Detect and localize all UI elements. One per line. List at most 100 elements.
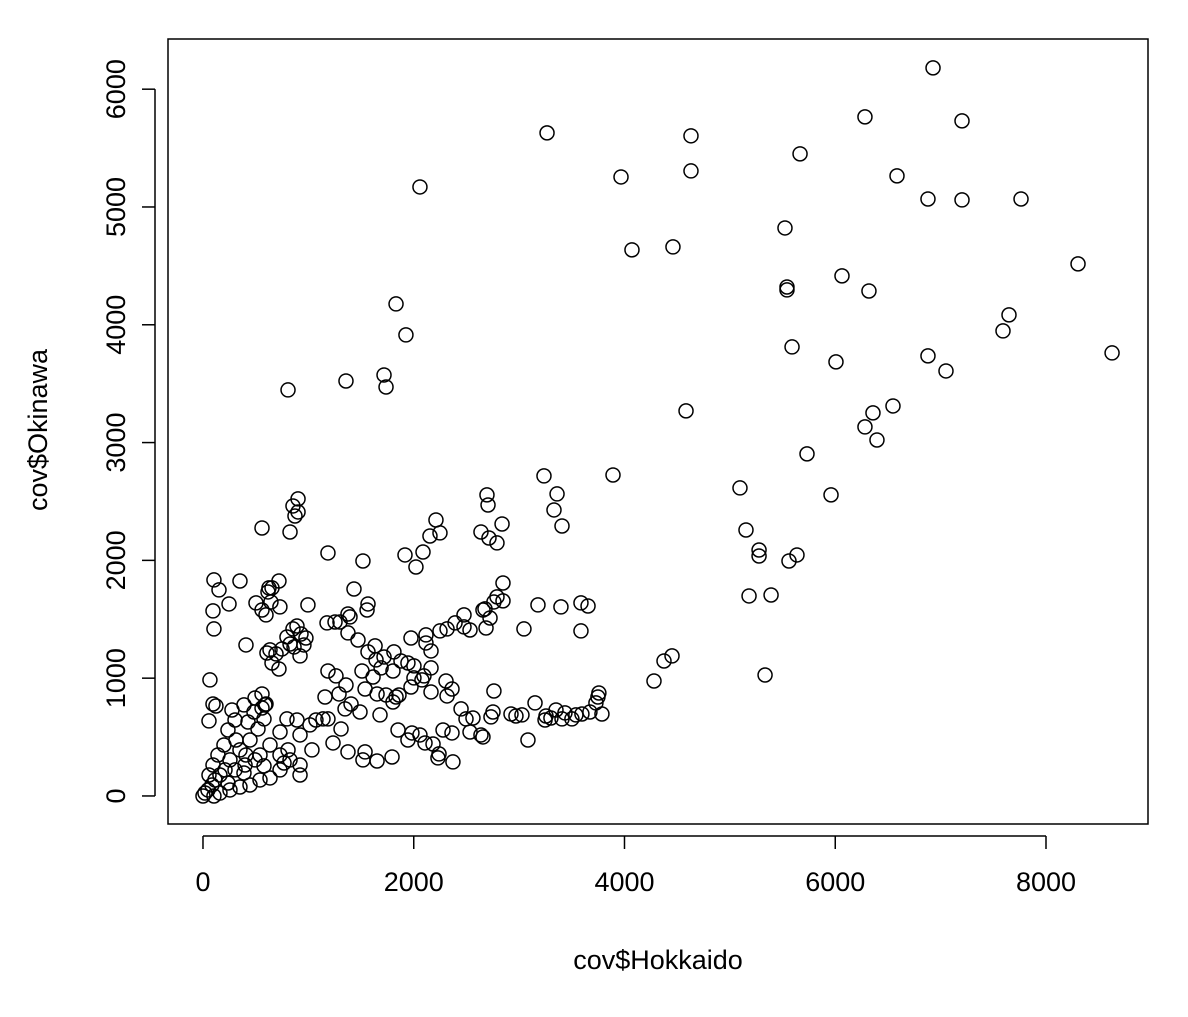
point	[777, 220, 793, 236]
point	[385, 663, 401, 679]
point	[792, 146, 808, 162]
point	[732, 480, 748, 496]
point	[325, 735, 341, 751]
point	[423, 684, 439, 700]
point	[340, 744, 356, 760]
point	[388, 689, 404, 705]
point	[292, 767, 308, 783]
point	[412, 727, 428, 743]
point	[403, 630, 419, 646]
point	[342, 609, 358, 625]
point	[430, 750, 446, 766]
point	[343, 696, 359, 712]
point	[889, 168, 905, 184]
point	[422, 528, 438, 544]
point	[416, 668, 432, 684]
point	[954, 192, 970, 208]
point	[834, 268, 850, 284]
point	[799, 446, 815, 462]
point	[300, 597, 316, 613]
point	[406, 658, 422, 674]
point	[340, 606, 356, 622]
point	[456, 607, 472, 623]
point	[220, 775, 236, 791]
point	[757, 667, 773, 683]
point	[494, 516, 510, 532]
point	[738, 522, 754, 538]
point	[257, 697, 273, 713]
x-tick-label: 2000	[384, 867, 444, 897]
point	[590, 689, 606, 705]
point	[384, 749, 400, 765]
point	[1104, 345, 1120, 361]
point	[485, 704, 501, 720]
y-tick-label: 3000	[101, 413, 131, 473]
point	[763, 587, 779, 603]
y-axis-title: cov$Okinawa	[23, 348, 53, 511]
point	[280, 382, 296, 398]
point	[779, 282, 795, 298]
point	[240, 714, 256, 730]
y-tick-label: 2000	[101, 530, 131, 590]
point	[554, 518, 570, 534]
point	[352, 704, 368, 720]
point	[444, 725, 460, 741]
x-axis-title: cov$Hokkaido	[573, 945, 743, 975]
point	[369, 686, 385, 702]
plot-box	[167, 38, 1149, 825]
point	[486, 683, 502, 699]
point	[206, 621, 222, 637]
point	[520, 732, 536, 748]
point	[741, 588, 757, 604]
point	[478, 620, 494, 636]
point	[495, 593, 511, 609]
x-tick-label: 0	[195, 867, 210, 897]
point	[481, 530, 497, 546]
point	[624, 242, 640, 258]
y-tick-label: 5000	[101, 177, 131, 237]
point	[261, 580, 277, 596]
point	[272, 724, 288, 740]
point	[292, 757, 308, 773]
point	[920, 191, 936, 207]
point	[368, 652, 384, 668]
point	[823, 487, 839, 503]
point	[885, 398, 901, 414]
point	[751, 548, 767, 564]
point	[828, 354, 844, 370]
point	[477, 601, 493, 617]
point	[272, 599, 288, 615]
point	[475, 729, 491, 745]
point	[397, 547, 413, 563]
point	[388, 296, 404, 312]
point	[1001, 307, 1017, 323]
point	[378, 379, 394, 395]
point	[252, 772, 268, 788]
point	[954, 113, 970, 129]
point	[861, 283, 877, 299]
point	[530, 597, 546, 613]
point	[613, 169, 629, 185]
point	[320, 711, 336, 727]
point	[495, 575, 511, 591]
point	[206, 788, 222, 804]
point	[445, 754, 461, 770]
point	[254, 520, 270, 536]
point	[432, 525, 448, 541]
point	[262, 770, 278, 786]
point	[573, 623, 589, 639]
point	[227, 762, 243, 778]
point	[259, 645, 275, 661]
point	[369, 753, 385, 769]
point	[418, 635, 434, 651]
point	[920, 348, 936, 364]
point	[317, 689, 333, 705]
point	[328, 668, 344, 684]
point	[646, 673, 662, 689]
point	[285, 621, 301, 637]
point	[664, 648, 680, 664]
point	[594, 706, 610, 722]
point	[489, 535, 505, 551]
point	[605, 467, 621, 483]
